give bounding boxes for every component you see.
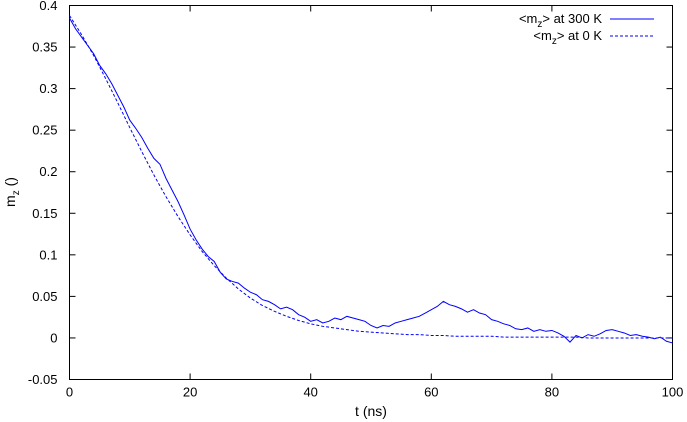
y-axis-label: mz () [2, 177, 22, 207]
y-tick-label: 0.25 [32, 123, 57, 138]
series-line-0k [69, 15, 673, 339]
x-tick-label: 0 [66, 385, 73, 400]
x-tick-label: 60 [424, 385, 438, 400]
legend: <mz> at 300 K <mz> at 0 K [519, 11, 654, 47]
x-axis-label: t (ns) [355, 403, 387, 419]
plot-frame [69, 5, 673, 380]
series-line-300k [69, 17, 673, 344]
legend-label-300k: <mz> at 300 K [519, 11, 602, 30]
y-tick-label: 0 [50, 330, 57, 345]
x-tick-label: 20 [183, 385, 197, 400]
x-tick-label: 100 [662, 385, 684, 400]
legend-label-0k: <mz> at 0 K [533, 28, 602, 47]
y-tick-label: 0.3 [39, 81, 57, 96]
x-tick-label: 40 [303, 385, 317, 400]
y-tick-label: 0.4 [39, 0, 57, 13]
y-tick-label: -0.05 [28, 372, 58, 387]
y-tick-label: 0.1 [39, 247, 57, 262]
x-tick-label: 80 [545, 385, 559, 400]
y-tick-label: 0.15 [32, 206, 57, 221]
y-tick-label: 0.35 [32, 40, 57, 55]
y-tick-label: 0.2 [39, 164, 57, 179]
y-tick-label: 0.05 [32, 289, 57, 304]
